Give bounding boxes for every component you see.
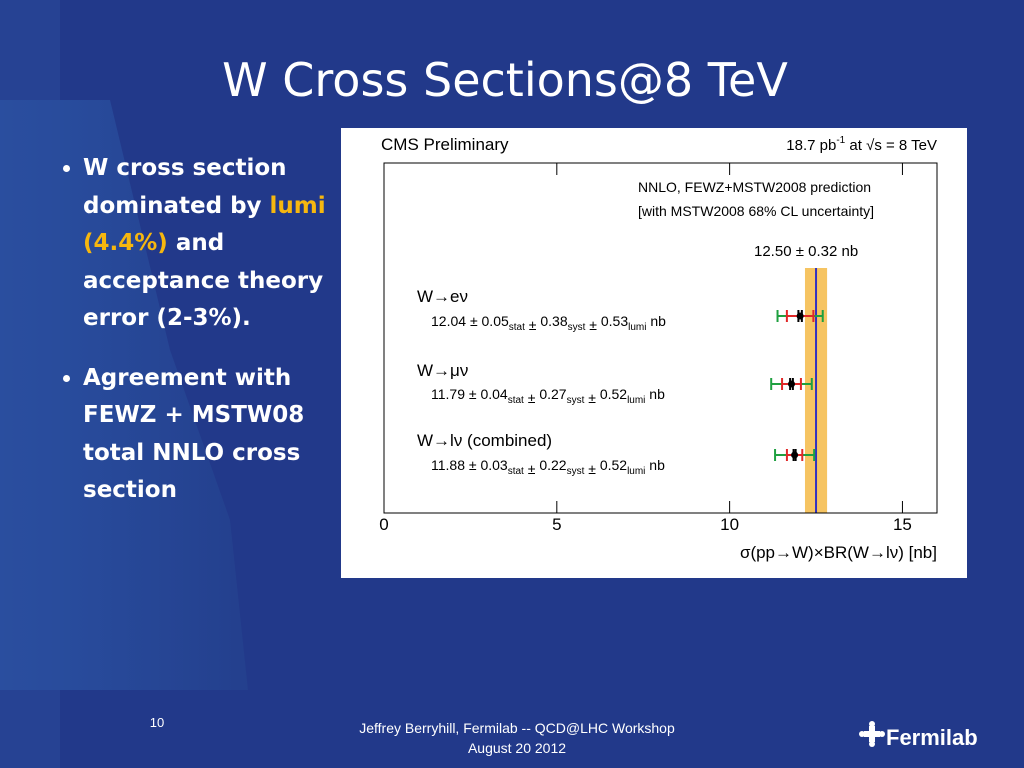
- pm: ±: [588, 390, 596, 406]
- pm: ±: [470, 313, 478, 329]
- lumi-value: 18.7 pb: [786, 137, 836, 154]
- error-subscript: syst: [568, 322, 586, 333]
- pm: ±: [469, 457, 477, 473]
- measurement-value: 12.04: [431, 313, 466, 329]
- pm: ±: [469, 386, 477, 402]
- measurement-value: 11.88: [431, 457, 465, 473]
- pm: ±: [796, 243, 804, 260]
- bullet-list: W cross section dominated by lumi (4.4%)…: [40, 150, 333, 532]
- measurement-name: W→eν: [417, 287, 468, 306]
- error-value: 0.22: [539, 457, 566, 473]
- bullet: Agreement with FEWZ + MSTW08 total NNLO …: [83, 360, 333, 510]
- measurement-label: 11.79 ± 0.04stat ± 0.27syst ± 0.52lumi n…: [431, 386, 665, 406]
- error-value: 0.52: [600, 457, 627, 473]
- measurement-point: [791, 451, 799, 459]
- error-value: 0.04: [480, 386, 507, 402]
- lumi-label: 18.7 pb-1 at √s = 8 TeV: [786, 130, 937, 154]
- error-value: 0.53: [601, 313, 628, 329]
- prediction-legend: NNLO, FEWZ+MSTW2008 prediction: [638, 179, 871, 195]
- prediction-label: 12.50 ± 0.32 nb: [754, 243, 858, 260]
- error-subscript: stat: [508, 395, 524, 406]
- plot-frame: [383, 162, 938, 514]
- x-tick-label: 0: [379, 515, 388, 534]
- energy-label: at √s = 8 TeV: [849, 137, 937, 154]
- prediction-legend: [with MSTW2008 68% CL uncertainty]: [638, 203, 874, 219]
- slide-title: W Cross Sections@8 TeV: [222, 53, 788, 107]
- error-value: 0.38: [540, 313, 567, 329]
- error-subscript: syst: [567, 395, 585, 406]
- prediction-error: 0.32: [808, 243, 837, 260]
- error-value: 0.05: [482, 313, 509, 329]
- chart-title: CMS Preliminary: [381, 135, 509, 154]
- bullet-highlight: lumi (4.4%): [83, 192, 326, 257]
- x-tick-label: 15: [893, 515, 912, 534]
- unit: nb: [842, 243, 859, 260]
- measurement-name: W→lν (combined): [417, 431, 552, 450]
- pm: ±: [529, 317, 537, 333]
- measurement-point: [787, 380, 795, 388]
- error-subscript: stat: [509, 322, 525, 333]
- bullet-text: Agreement with FEWZ + MSTW08 total NNLO …: [83, 364, 305, 504]
- error-subscript: lumi: [627, 466, 645, 477]
- pm: ±: [588, 461, 596, 477]
- lumi-exponent: -1: [836, 135, 845, 146]
- footer-line: Jeffrey Berryhill, Fermilab -- QCD@LHC W…: [359, 720, 675, 736]
- prediction-value: 12.50: [754, 243, 792, 260]
- error-value: 0.27: [539, 386, 566, 402]
- footer-line: August 20 2012: [468, 740, 566, 756]
- bullet: W cross section dominated by lumi (4.4%)…: [83, 150, 333, 338]
- page-number: 10: [150, 715, 164, 730]
- chart: CMS Preliminary NNLO, FEWZ+MSTW2008 pred…: [341, 128, 967, 578]
- x-tick-label: 10: [720, 515, 739, 534]
- error-value: 0.03: [480, 457, 507, 473]
- measurement-name: W→μν: [417, 361, 468, 380]
- error-value: 0.52: [600, 386, 627, 402]
- x-tick-label: 5: [552, 515, 561, 534]
- logo-icon: [859, 721, 885, 747]
- measurement-label: 12.04 ± 0.05stat ± 0.38syst ± 0.53lumi n…: [431, 313, 666, 333]
- bullet-text: W cross section dominated by: [83, 155, 287, 219]
- error-subscript: syst: [567, 466, 585, 477]
- measurement-point: [796, 312, 804, 320]
- pm: ±: [528, 461, 536, 477]
- pm: ±: [589, 317, 597, 333]
- pm: ±: [528, 390, 536, 406]
- unit: nb: [650, 313, 666, 329]
- bullet-text: and acceptance theory error (2-3%).: [83, 230, 324, 331]
- unit: nb: [649, 457, 665, 473]
- chart-background: [341, 128, 967, 578]
- x-axis-label: σ(pp→W)×BR(W→lν) [nb]: [740, 543, 937, 562]
- measurement-value: 11.79: [431, 386, 465, 402]
- logo-text: Fermilab: [886, 725, 978, 750]
- unit: nb: [649, 386, 665, 402]
- error-subscript: lumi: [627, 395, 645, 406]
- error-subscript: stat: [508, 466, 524, 477]
- error-subscript: lumi: [628, 322, 646, 333]
- measurement-label: 11.88 ± 0.03stat ± 0.22syst ± 0.52lumi n…: [431, 457, 665, 477]
